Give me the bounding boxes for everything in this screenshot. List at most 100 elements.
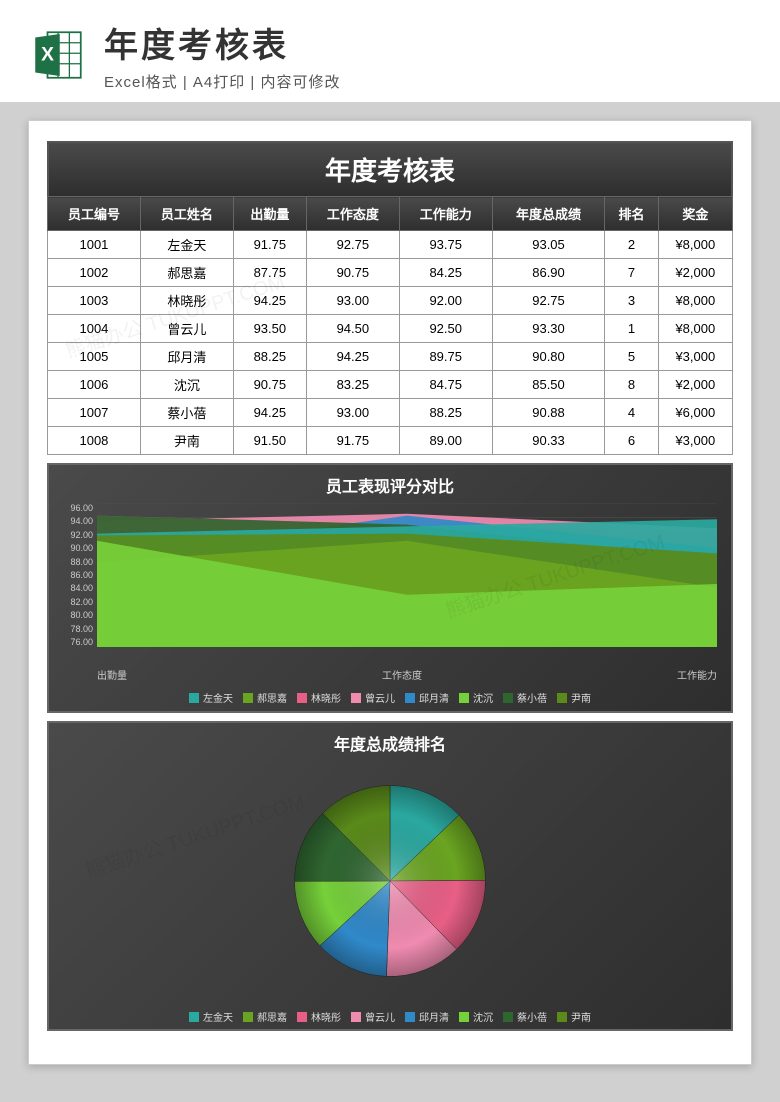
table-header: 奖金 [658, 197, 732, 231]
table-cell: 3 [605, 287, 658, 315]
legend-item: 左金天 [189, 1009, 233, 1024]
legend-item: 曾云儿 [351, 690, 395, 705]
table-cell: 1001 [48, 231, 141, 259]
table-cell: 92.75 [306, 231, 399, 259]
table-cell: 92.00 [399, 287, 492, 315]
table-header: 员工姓名 [140, 197, 233, 231]
legend-item: 林晓彤 [297, 690, 341, 705]
table-header: 工作能力 [399, 197, 492, 231]
table-cell: 93.00 [306, 399, 399, 427]
table-cell: ¥6,000 [658, 399, 732, 427]
top-header: X 年度考核表 Excel格式 | A4打印 | 内容可修改 [0, 0, 780, 102]
table-cell: 94.25 [233, 287, 306, 315]
table-cell: 90.88 [492, 399, 605, 427]
table-cell: 88.25 [233, 343, 306, 371]
table-cell: 沈沉 [140, 371, 233, 399]
document-page: 年度考核表 员工编号员工姓名出勤量工作态度工作能力年度总成绩排名奖金 1001左… [28, 120, 752, 1065]
table-cell: 89.75 [399, 343, 492, 371]
table-cell: 93.50 [233, 315, 306, 343]
table-cell: 90.80 [492, 343, 605, 371]
table-cell: 8 [605, 371, 658, 399]
pie-chart-title: 年度总成绩排名 [59, 731, 721, 755]
table-cell: 91.75 [306, 427, 399, 455]
legend-item: 蔡小蓓 [503, 1009, 547, 1024]
table-row: 1001左金天91.7592.7593.7593.052¥8,000 [48, 231, 733, 259]
table-cell: 1005 [48, 343, 141, 371]
table-row: 1005邱月清88.2594.2589.7590.805¥3,000 [48, 343, 733, 371]
legend-item: 蔡小蓓 [503, 690, 547, 705]
table-cell: 1008 [48, 427, 141, 455]
legend-item: 郝思嘉 [243, 1009, 287, 1024]
legend-item: 尹南 [557, 1009, 591, 1024]
table-cell: 91.50 [233, 427, 306, 455]
legend-item: 林晓彤 [297, 1009, 341, 1024]
table-cell: 83.25 [306, 371, 399, 399]
table-header: 排名 [605, 197, 658, 231]
table-cell: 86.90 [492, 259, 605, 287]
table-cell: 林晓彤 [140, 287, 233, 315]
area-chart-y-axis: 96.0094.0092.0090.0088.0086.0084.0082.00… [59, 503, 93, 647]
excel-icon: X [30, 27, 86, 83]
table-cell: 1006 [48, 371, 141, 399]
table-cell: 93.05 [492, 231, 605, 259]
table-cell: 7 [605, 259, 658, 287]
table-cell: 6 [605, 427, 658, 455]
table-cell: 1003 [48, 287, 141, 315]
area-chart-title: 员工表现评分对比 [59, 473, 721, 497]
table-cell: 90.75 [306, 259, 399, 287]
area-chart-panel: 员工表现评分对比 96.0094.0092.0090.0088.0086.008… [47, 463, 733, 713]
table-cell: 93.30 [492, 315, 605, 343]
legend-item: 邱月清 [405, 1009, 449, 1024]
report-title: 年度考核表 [47, 141, 733, 196]
table-cell: 曾云儿 [140, 315, 233, 343]
table-cell: 1004 [48, 315, 141, 343]
table-cell: 94.25 [233, 399, 306, 427]
area-chart-legend: 左金天郝思嘉林晓彤曾云儿邱月清沈沉蔡小蓓尹南 [59, 690, 721, 705]
legend-item: 尹南 [557, 690, 591, 705]
table-cell: 5 [605, 343, 658, 371]
table-cell: ¥3,000 [658, 427, 732, 455]
table-cell: 1007 [48, 399, 141, 427]
pie-chart [285, 776, 495, 986]
area-chart [97, 503, 717, 647]
legend-item: 邱月清 [405, 690, 449, 705]
table-cell: 84.25 [399, 259, 492, 287]
area-chart-x-axis: 出勤量工作态度工作能力 [97, 667, 721, 682]
table-cell: 1002 [48, 259, 141, 287]
pie-chart-legend: 左金天郝思嘉林晓彤曾云儿邱月清沈沉蔡小蓓尹南 [59, 1009, 721, 1024]
table-cell: 1 [605, 315, 658, 343]
table-section: 年度考核表 员工编号员工姓名出勤量工作态度工作能力年度总成绩排名奖金 1001左… [47, 141, 733, 455]
table-cell: ¥8,000 [658, 231, 732, 259]
table-cell: 91.75 [233, 231, 306, 259]
table-cell: 邱月清 [140, 343, 233, 371]
table-row: 1006沈沉90.7583.2584.7585.508¥2,000 [48, 371, 733, 399]
table-cell: 90.33 [492, 427, 605, 455]
table-header: 年度总成绩 [492, 197, 605, 231]
svg-text:X: X [41, 44, 54, 65]
header-subtitle: Excel格式 | A4打印 | 内容可修改 [104, 71, 750, 92]
table-cell: 92.50 [399, 315, 492, 343]
table-cell: 蔡小蓓 [140, 399, 233, 427]
table-cell: 93.00 [306, 287, 399, 315]
table-cell: 92.75 [492, 287, 605, 315]
pie-chart-panel: 年度总成绩排名 左金天郝思嘉林晓彤曾云儿邱月清沈沉蔡小蓓尹南 [47, 721, 733, 1031]
table-cell: 左金天 [140, 231, 233, 259]
legend-item: 曾云儿 [351, 1009, 395, 1024]
table-cell: 87.75 [233, 259, 306, 287]
table-cell: 93.75 [399, 231, 492, 259]
table-row: 1003林晓彤94.2593.0092.0092.753¥8,000 [48, 287, 733, 315]
table-cell: 90.75 [233, 371, 306, 399]
legend-item: 左金天 [189, 690, 233, 705]
header-title: 年度考核表 [104, 18, 750, 67]
table-cell: 郝思嘉 [140, 259, 233, 287]
table-cell: 84.75 [399, 371, 492, 399]
table-header: 工作态度 [306, 197, 399, 231]
table-cell: ¥8,000 [658, 315, 732, 343]
table-header: 出勤量 [233, 197, 306, 231]
table-cell: 94.50 [306, 315, 399, 343]
legend-item: 沈沉 [459, 1009, 493, 1024]
table-cell: 85.50 [492, 371, 605, 399]
table-cell: ¥3,000 [658, 343, 732, 371]
table-cell: 94.25 [306, 343, 399, 371]
table-row: 1004曾云儿93.5094.5092.5093.301¥8,000 [48, 315, 733, 343]
